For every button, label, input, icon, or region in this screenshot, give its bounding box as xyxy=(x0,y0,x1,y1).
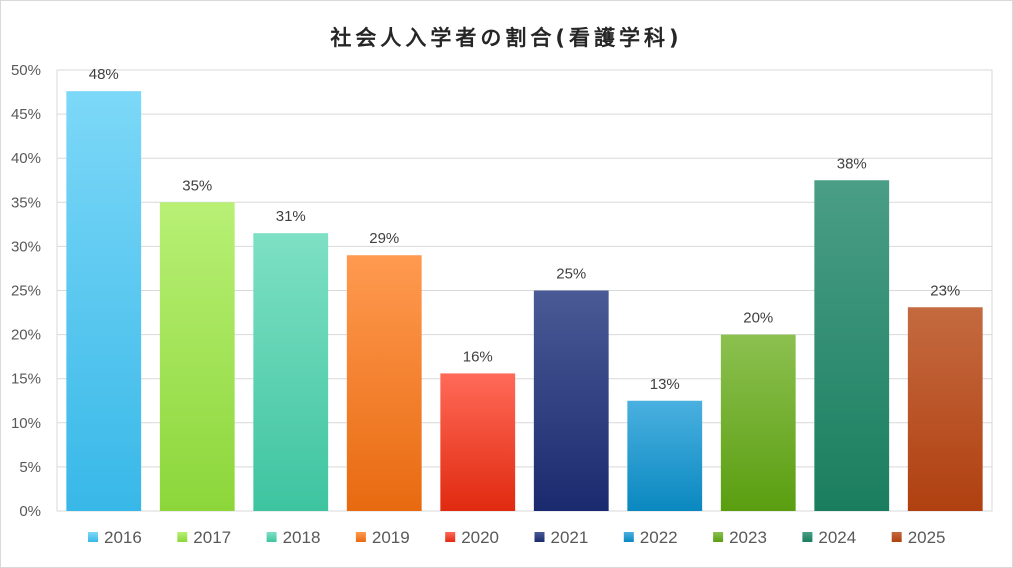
legend-label-2025: 2025 xyxy=(908,528,946,547)
data-label-2023: 20% xyxy=(743,310,773,327)
data-label-2024: 38% xyxy=(837,155,867,172)
legend-label-2016: 2016 xyxy=(104,528,142,547)
legend-label-2019: 2019 xyxy=(372,528,410,547)
data-label-2021: 25% xyxy=(556,266,586,283)
y-tick-label: 50% xyxy=(11,62,41,79)
legend-swatch-2024 xyxy=(802,532,813,542)
legend-label-2020: 2020 xyxy=(461,528,499,547)
bar-2024 xyxy=(814,180,890,511)
data-label-2019: 29% xyxy=(369,230,399,247)
legend-swatch-2025 xyxy=(891,532,902,542)
bar-2021 xyxy=(533,290,609,511)
legend-swatch-2021 xyxy=(534,532,545,542)
data-label-2016: 48% xyxy=(89,66,119,83)
legend-label-2024: 2024 xyxy=(818,528,856,547)
legend-swatch-2017 xyxy=(177,532,188,542)
y-tick-label: 10% xyxy=(11,415,41,432)
y-tick-label: 15% xyxy=(11,371,41,388)
data-label-2022: 13% xyxy=(650,376,680,393)
bar-2020 xyxy=(440,373,516,511)
legend-swatch-2022 xyxy=(623,532,634,542)
legend-label-2023: 2023 xyxy=(729,528,767,547)
y-tick-label: 40% xyxy=(11,150,41,167)
legend-swatch-2018 xyxy=(266,532,277,542)
y-tick-label: 45% xyxy=(11,106,41,123)
y-tick-label: 30% xyxy=(11,238,41,255)
y-tick-label: 0% xyxy=(19,503,41,520)
legend-swatch-2020 xyxy=(445,532,456,542)
legend-label-2021: 2021 xyxy=(551,528,589,547)
y-tick-label: 20% xyxy=(11,327,41,344)
legend-label-2017: 2017 xyxy=(193,528,231,547)
legend-label-2022: 2022 xyxy=(640,528,678,547)
y-tick-label: 35% xyxy=(11,194,41,211)
legend-swatch-2016 xyxy=(88,532,98,542)
y-tick-label: 25% xyxy=(11,283,41,300)
y-tick-label: 5% xyxy=(19,459,41,476)
bar-2023 xyxy=(720,334,796,511)
bar-2016 xyxy=(66,91,142,511)
data-label-2020: 16% xyxy=(463,348,493,365)
legend-swatch-2019 xyxy=(355,532,366,542)
data-label-2017: 35% xyxy=(182,177,212,194)
legend-label-2018: 2018 xyxy=(283,528,321,547)
bar-2018 xyxy=(253,233,329,512)
legend-swatch-2023 xyxy=(713,532,724,542)
chart-title: 社会人入学者の割合(看護学科) xyxy=(330,26,683,50)
bar-2022 xyxy=(627,400,703,511)
bar-2025 xyxy=(907,307,983,511)
bar-2019 xyxy=(346,255,422,511)
data-label-2025: 23% xyxy=(930,282,960,299)
bar-2017 xyxy=(159,202,235,512)
data-label-2018: 31% xyxy=(276,208,306,225)
